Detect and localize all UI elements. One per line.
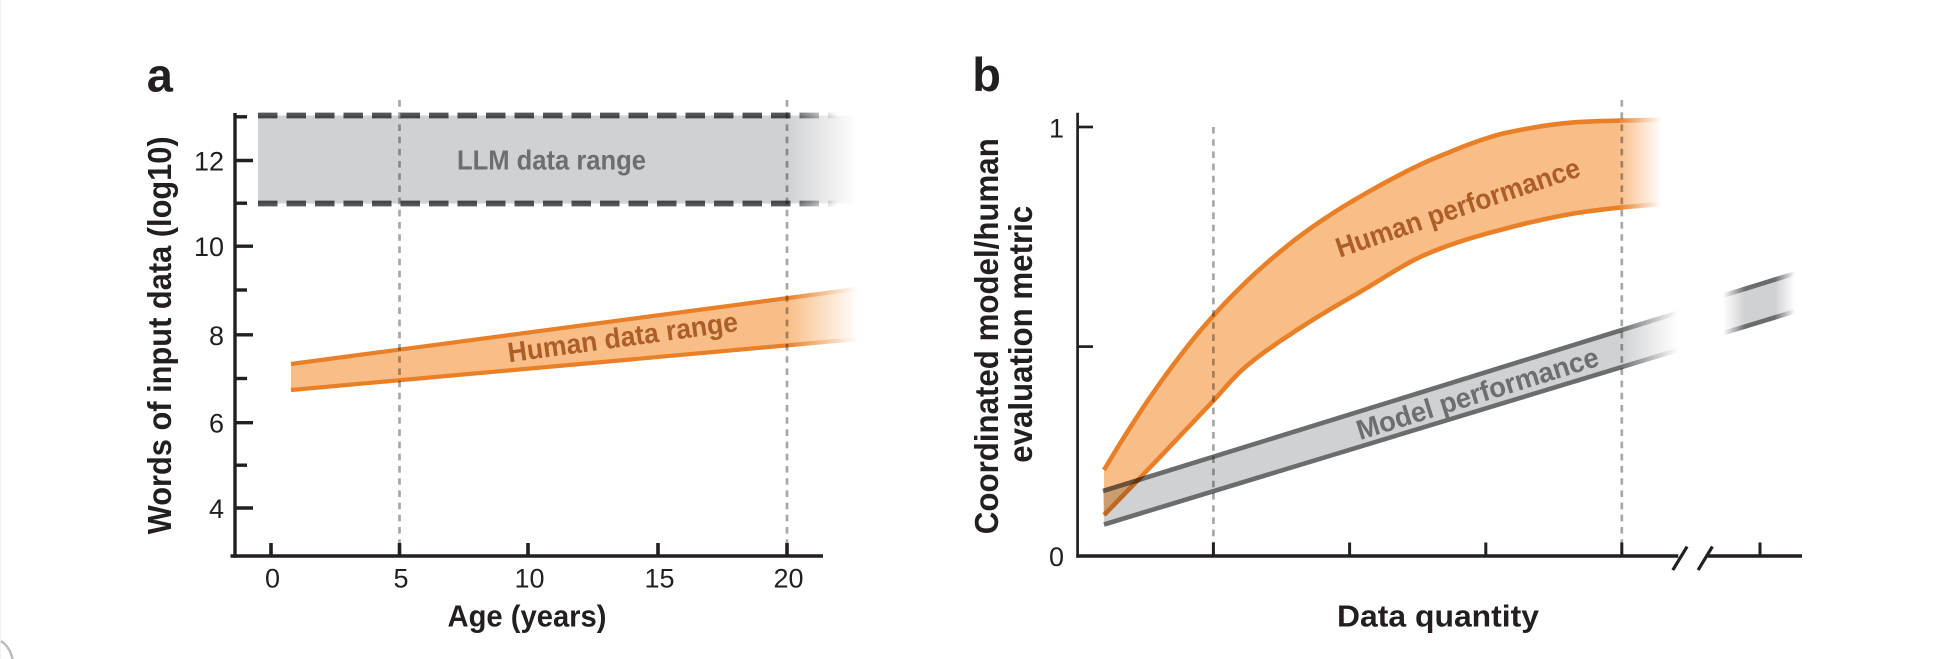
svg-text:Data quantity: Data quantity xyxy=(1337,599,1540,634)
svg-text:10: 10 xyxy=(514,564,544,594)
svg-text:Words of input data (log10): Words of input data (log10) xyxy=(141,136,178,534)
svg-text:20: 20 xyxy=(773,564,803,594)
svg-text:8: 8 xyxy=(209,321,224,351)
svg-text:LLM data range: LLM data range xyxy=(457,145,646,176)
svg-text:0: 0 xyxy=(1049,542,1064,572)
svg-text:15: 15 xyxy=(644,564,674,594)
svg-text:Coordinated model/human: Coordinated model/human xyxy=(968,138,1005,534)
svg-text:5: 5 xyxy=(393,564,408,594)
svg-text:b: b xyxy=(972,48,1001,101)
svg-text:a: a xyxy=(147,48,174,101)
svg-text:6: 6 xyxy=(209,409,224,439)
svg-text:1: 1 xyxy=(1049,114,1064,144)
svg-text:12: 12 xyxy=(194,147,224,177)
svg-text:0: 0 xyxy=(265,564,280,594)
svg-text:evaluation metric: evaluation metric xyxy=(1002,206,1039,463)
svg-text:10: 10 xyxy=(194,232,224,262)
svg-text:4: 4 xyxy=(209,494,224,524)
svg-text:Age (years): Age (years) xyxy=(448,599,607,634)
